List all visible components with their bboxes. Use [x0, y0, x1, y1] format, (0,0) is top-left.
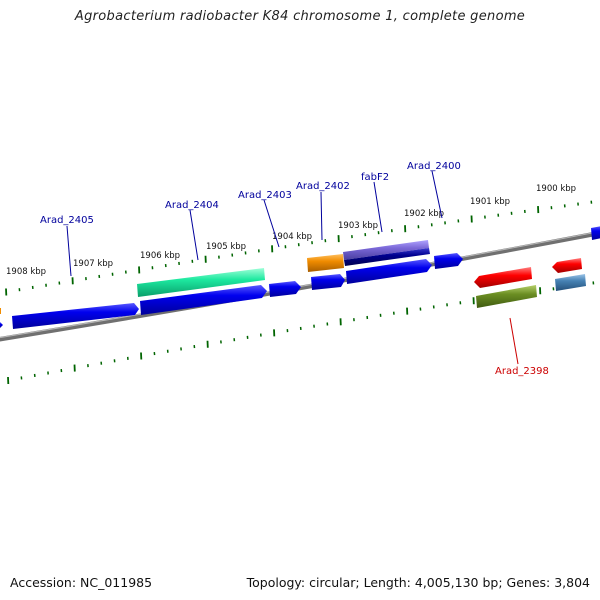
scale-label-1901: 1901 kbp	[470, 197, 510, 207]
map-title: Agrobacterium radiobacter K84 chromosome…	[74, 9, 526, 24]
scale-label-1900: 1900 kbp	[536, 184, 576, 194]
gene-arrow-red-1	[474, 267, 532, 288]
gene-arrow-arad-2398	[476, 285, 537, 308]
gene-arrow-blue-right	[591, 226, 600, 240]
gene-arrow-blue-4	[346, 259, 432, 284]
gene-arrow-steel	[555, 274, 586, 291]
scale-label-1906: 1906 kbp	[140, 251, 180, 261]
scale-label-1907: 1907 kbp	[73, 259, 113, 269]
gene-arrow-arad-2404	[137, 268, 265, 297]
gene-label-arad-2403: Arad_2403	[238, 190, 292, 201]
gene-arrow-arad-2400	[434, 253, 463, 269]
gene-features	[0, 226, 600, 329]
gene-arrow-arad-2403	[269, 281, 301, 297]
scale-label-1908: 1908 kbp	[6, 267, 46, 277]
scale-label-1903: 1903 kbp	[338, 221, 378, 231]
gene-label-arad-2398: Arad_2398	[495, 366, 549, 377]
gene-arrow-partial-left	[0, 322, 3, 328]
scale-labels: 1908 kbp 1907 kbp 1906 kbp 1905 kbp 1904…	[6, 184, 576, 277]
gene-arrow-fabf2	[343, 240, 429, 260]
gene-labels: Arad_2405 Arad_2404 Arad_2403 Arad_2402 …	[40, 161, 549, 377]
gene-arrow-arad-2402	[307, 254, 344, 272]
scale-label-1902: 1902 kbp	[404, 209, 444, 219]
gene-label-fabf2: fabF2	[361, 172, 389, 183]
gene-arrow-navy	[344, 248, 430, 266]
gene-label-arad-2400: Arad_2400	[407, 161, 461, 172]
upper-scale-ticks	[5, 200, 593, 296]
scale-label-1904: 1904 kbp	[272, 232, 312, 242]
gene-label-arad-2404: Arad_2404	[165, 200, 219, 211]
gene-label-arad-2405: Arad_2405	[40, 215, 94, 226]
gene-label-arad-2402: Arad_2402	[296, 181, 350, 192]
gene-callout-lines	[66, 170, 519, 365]
genome-summary-text: Topology: circular; Length: 4,005,130 bp…	[246, 575, 590, 590]
scale-label-1905: 1905 kbp	[206, 242, 246, 252]
accession-text: Accession: NC_011985	[10, 575, 153, 590]
gene-arrow-orange-left	[0, 308, 1, 314]
gene-arrow-arad-2405	[12, 303, 139, 329]
gene-arrow-blue-3	[311, 274, 345, 290]
gene-arrow-red-2	[552, 258, 582, 273]
gene-arrow-blue-2	[140, 285, 267, 315]
